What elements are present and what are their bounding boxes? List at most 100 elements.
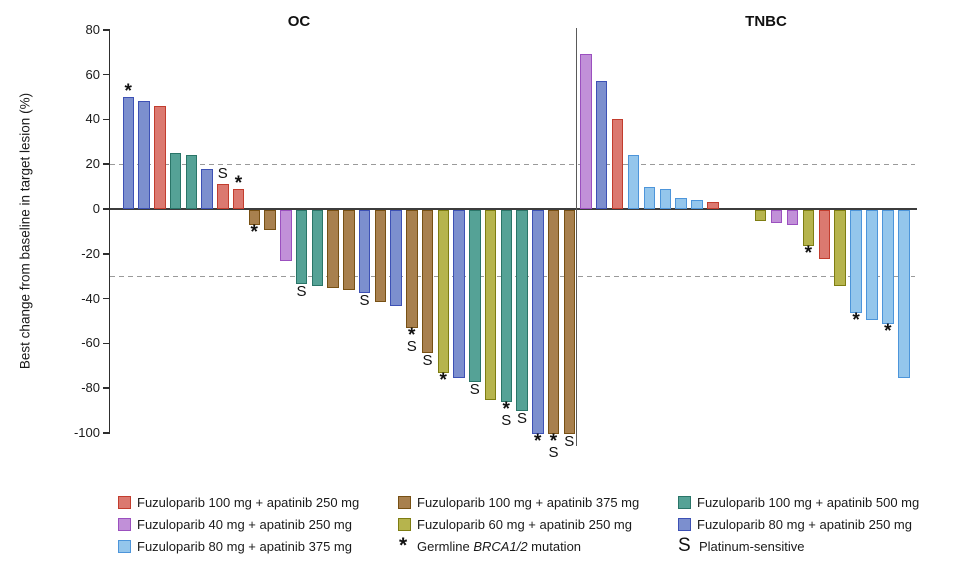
- y-tick-mark: [102, 163, 109, 165]
- y-tick-mark: [102, 29, 109, 31]
- panel-divider: [576, 28, 577, 446]
- brca-mutation-mark: *: [502, 399, 510, 421]
- platinum-sensitive-mark: S: [564, 432, 575, 450]
- y-tick-label: -100: [73, 425, 100, 440]
- brca-mutation-mark: *: [124, 81, 132, 102]
- bar: [834, 209, 846, 286]
- brca-mutation-mark: *: [250, 222, 258, 244]
- bar: [898, 209, 910, 378]
- y-tick-label: 20: [85, 156, 100, 172]
- platinum-sensitive-mark: S: [516, 410, 527, 428]
- brca-mutation-mark: *: [408, 325, 416, 347]
- bar: [563, 209, 575, 434]
- legend-label: Fuzuloparib 80 mg + apatinib 250 mg: [697, 517, 912, 532]
- legend-label: Fuzuloparib 60 mg + apatinib 250 mg: [417, 517, 632, 532]
- bar: [390, 209, 402, 307]
- y-tick-mark: [102, 253, 109, 255]
- bar: [691, 200, 703, 209]
- brca-mutation-mark: *: [884, 320, 892, 342]
- bar: [421, 209, 434, 354]
- bar: [484, 209, 497, 401]
- legend-swatch-olive: [398, 518, 411, 531]
- bar: [280, 209, 292, 262]
- bar: [580, 54, 592, 209]
- bar: [500, 209, 512, 403]
- platinum-sensitive-mark: S: [469, 381, 480, 399]
- bar: [217, 184, 229, 209]
- brca-mutation-mark: *: [549, 430, 558, 452]
- legend-label: Fuzuloparib 40 mg + apatinib 250 mg: [137, 517, 352, 532]
- y-axis-label: Best change from baseline in target lesi…: [17, 92, 33, 370]
- reference-line: [110, 275, 915, 277]
- bar: [818, 209, 830, 260]
- y-tick-label: 80: [85, 21, 100, 37]
- platinum-sensitive-mark: S: [359, 291, 370, 309]
- bar: [453, 209, 465, 378]
- platinum-sensitive-mark: S: [548, 443, 559, 461]
- bar: [122, 97, 134, 209]
- panel-title-tnbc: TNBC: [745, 13, 787, 30]
- y-tick-mark: [102, 208, 109, 210]
- bar: [343, 209, 355, 291]
- platinum-sensitive-mark: S: [422, 352, 433, 370]
- legend-swatch-teal: [678, 496, 691, 509]
- y-tick-label: -40: [81, 290, 100, 306]
- bar: [154, 105, 166, 209]
- legend-swatch-skyblue: [118, 540, 131, 553]
- bar: [627, 155, 640, 209]
- legend-label: Fuzuloparib 100 mg + apatinib 500 mg: [697, 495, 920, 510]
- bar: [327, 209, 339, 289]
- bar: [374, 209, 386, 302]
- panel-title-oc: OC: [287, 13, 311, 30]
- y-axis-line: [108, 29, 110, 434]
- bar: [469, 209, 481, 383]
- bar: [185, 155, 197, 209]
- bar: [595, 81, 608, 209]
- bar: [882, 209, 894, 324]
- legend-label: Germline BRCA1/2 mutation: [417, 539, 582, 554]
- platinum-sensitive-mark: S: [217, 165, 228, 183]
- bar: [295, 209, 308, 284]
- y-tick-label: 40: [85, 111, 100, 127]
- bar: [201, 168, 213, 209]
- bar: [675, 197, 687, 209]
- legend-swatch-royal: [678, 518, 691, 531]
- brca-mutation-mark: *: [399, 534, 408, 557]
- bar: [264, 209, 276, 230]
- y-tick-mark: [102, 118, 109, 121]
- legend-label: Platinum-sensitive: [699, 539, 805, 554]
- bar: [311, 209, 323, 286]
- brca-mutation-mark: *: [234, 172, 243, 194]
- y-tick-mark: [102, 387, 109, 389]
- bar: [169, 153, 182, 209]
- bar: [770, 209, 783, 224]
- legend-label: Fuzuloparib 100 mg + apatinib 250 mg: [137, 495, 360, 510]
- legend-label: Fuzuloparib 100 mg + apatinib 375 mg: [417, 495, 640, 510]
- y-tick-mark: [102, 432, 109, 434]
- bar: [611, 119, 624, 209]
- bar: [754, 209, 767, 221]
- bar: [802, 209, 815, 246]
- bar: [707, 202, 719, 209]
- y-tick-label: 60: [85, 66, 100, 82]
- legend-swatch-orchid: [118, 518, 131, 531]
- zero-line: [110, 208, 917, 210]
- bar: [850, 209, 862, 313]
- bar: [138, 101, 150, 209]
- bar: [248, 209, 260, 226]
- bar: [866, 209, 878, 320]
- platinum-sensitive-mark: S: [678, 535, 691, 556]
- y-tick-label: 0: [92, 201, 100, 216]
- bar: [786, 209, 799, 226]
- bar: [643, 186, 656, 209]
- y-tick-mark: [102, 73, 109, 76]
- platinum-sensitive-mark: S: [406, 338, 417, 356]
- reference-line: [110, 163, 915, 165]
- y-tick-mark: [102, 297, 109, 300]
- bar: [532, 209, 544, 434]
- bar: [516, 209, 528, 412]
- legend-swatch-red: [118, 496, 131, 509]
- bar: [659, 188, 671, 209]
- brca-mutation-mark: *: [804, 242, 813, 264]
